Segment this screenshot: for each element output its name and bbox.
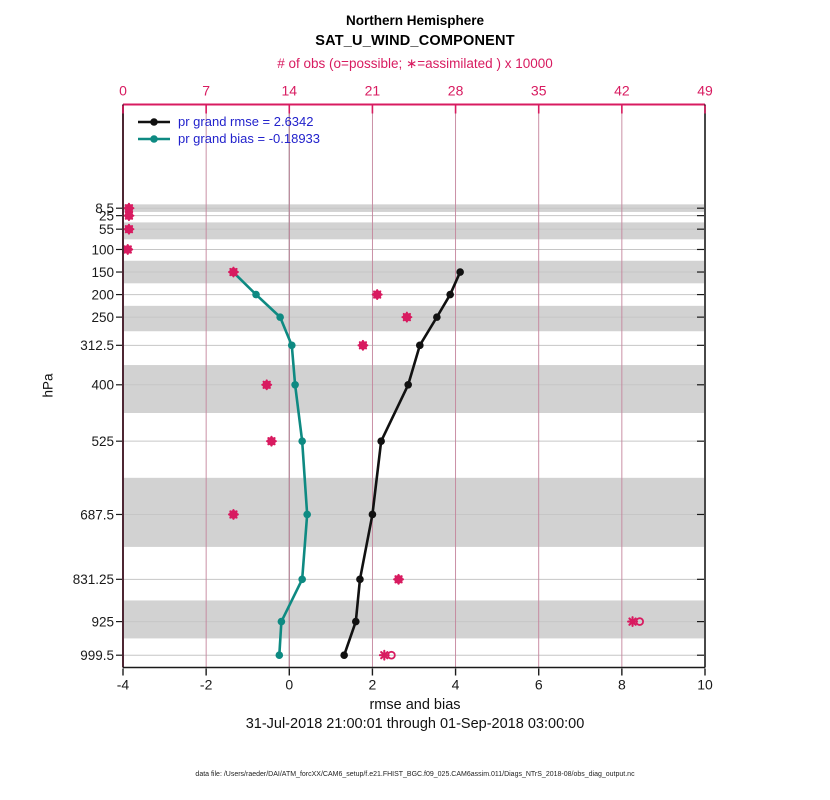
obs-assimilated-marker xyxy=(266,435,277,447)
bias-line-swatch xyxy=(138,134,170,143)
rmse-line xyxy=(340,268,464,660)
bottom-tick-label: 4 xyxy=(452,677,460,693)
chart-title: Northern Hemisphere xyxy=(345,13,485,28)
left-tick-label: 250 xyxy=(91,310,114,325)
legend-label-rmse: pr grand rmse = 2.6342 xyxy=(178,114,314,129)
shaded-band xyxy=(124,600,704,639)
top-tick-label: 7 xyxy=(202,83,210,99)
obs-assimilated-marker xyxy=(123,210,135,222)
rmse-point xyxy=(456,268,464,276)
obs-assimilated-marker xyxy=(627,616,638,628)
bottom-tick-label: 8 xyxy=(618,677,626,693)
obs-assimilated-marker xyxy=(228,266,239,278)
top-tick-label: 35 xyxy=(531,83,547,99)
left-tick-label: 400 xyxy=(91,378,114,393)
left-tick-label: 831.25 xyxy=(73,572,114,587)
bias-point xyxy=(298,437,306,445)
bias-path xyxy=(232,271,309,656)
shaded-band xyxy=(124,305,704,332)
y-axis-label: hPa xyxy=(40,373,56,398)
left-tick-label: 200 xyxy=(91,287,114,302)
plot-border xyxy=(122,103,706,669)
rmse-point xyxy=(404,380,412,389)
rmse-point xyxy=(340,651,348,660)
legend-label-bias: pr grand bias = -0.18933 xyxy=(178,131,321,146)
obs-assimilated-marker xyxy=(123,202,135,214)
rmse-line-swatch xyxy=(138,117,170,126)
left-tick-label: 25 xyxy=(99,208,114,223)
left-tick-label: 55 xyxy=(99,222,114,237)
rmse-point xyxy=(352,617,360,626)
rmse-path xyxy=(342,271,462,656)
bottom-tick-label: -4 xyxy=(117,677,130,693)
left-tick-label: 312.5 xyxy=(80,338,114,353)
level-gridlines xyxy=(124,207,704,656)
bias-point xyxy=(277,617,286,626)
top-tick-label: 0 xyxy=(119,83,127,99)
obs-assimilated-marker xyxy=(261,379,273,391)
obs-assimilated-marker xyxy=(401,311,413,323)
obs-assimilated-marker xyxy=(228,509,239,520)
chart-subtitle: SAT_U_WIND_COMPONENT xyxy=(315,33,515,49)
bottom-tick-label: 0 xyxy=(285,677,293,693)
bias-point xyxy=(303,510,311,519)
bias-point xyxy=(291,380,299,389)
rmse-point xyxy=(433,313,441,321)
bias-point xyxy=(276,313,284,321)
legend-item-bias: pr grand bias = -0.18933 xyxy=(137,130,320,147)
shaded-band xyxy=(124,365,704,413)
top-gridlines xyxy=(205,104,623,668)
left-tick-label: 150 xyxy=(91,265,114,280)
bottom-tick-label: -2 xyxy=(200,677,213,693)
bias-point xyxy=(275,651,284,660)
data-file-path: data file: /Users/raeder/DAI/ATM_forcXX/… xyxy=(195,771,635,778)
top-tick-label: 21 xyxy=(365,83,381,99)
obs-assimilated-marker xyxy=(393,573,405,585)
obs-assimilated-marker xyxy=(122,244,134,255)
rmse-point xyxy=(368,510,377,519)
legend: pr grand rmse = 2.6342 pr grand bias = -… xyxy=(137,113,320,147)
bias-point xyxy=(298,575,306,584)
left-tick-label: 100 xyxy=(91,242,114,257)
left-tick-label: 925 xyxy=(91,614,114,629)
obs-assimilated-marker xyxy=(123,223,135,235)
top-tick-label: 28 xyxy=(448,83,464,99)
x-axis-label: rmse and bias xyxy=(369,697,461,713)
top-tick-label: 49 xyxy=(697,83,713,99)
rmse-point xyxy=(377,437,385,445)
bottom-tick-label: 6 xyxy=(535,677,543,693)
date-range: 31-Jul-2018 21:00:01 through 01-Sep-2018… xyxy=(245,716,585,732)
shaded-band xyxy=(124,477,704,547)
shaded-band xyxy=(124,222,704,240)
bias-point xyxy=(287,341,296,350)
obs-count-markers xyxy=(122,202,644,661)
obs-assimilated-marker xyxy=(371,289,383,301)
left-tick-label: 999.5 xyxy=(80,648,114,663)
bottom-tick-label: 2 xyxy=(369,677,377,693)
rmse-point xyxy=(416,341,424,350)
shaded-bands xyxy=(124,204,704,639)
top-axis-label: # of obs (o=possible; ∗=assimilated ) x … xyxy=(277,56,553,71)
obs-assimilated-marker xyxy=(378,649,390,661)
legend-item-rmse: pr grand rmse = 2.6342 xyxy=(137,113,320,130)
top-tick-label: 42 xyxy=(614,83,630,99)
bias-point xyxy=(252,290,260,299)
obs-assimilated-marker xyxy=(357,339,369,351)
left-tick-label: 687.5 xyxy=(80,507,114,522)
top-tick-label: 14 xyxy=(281,83,297,99)
left-tick-label: 8.5 xyxy=(95,201,114,216)
left-tick-label: 525 xyxy=(91,434,114,449)
bottom-tick-label: 10 xyxy=(697,677,713,693)
rmse-point xyxy=(356,575,364,584)
rmse-point xyxy=(446,290,454,299)
